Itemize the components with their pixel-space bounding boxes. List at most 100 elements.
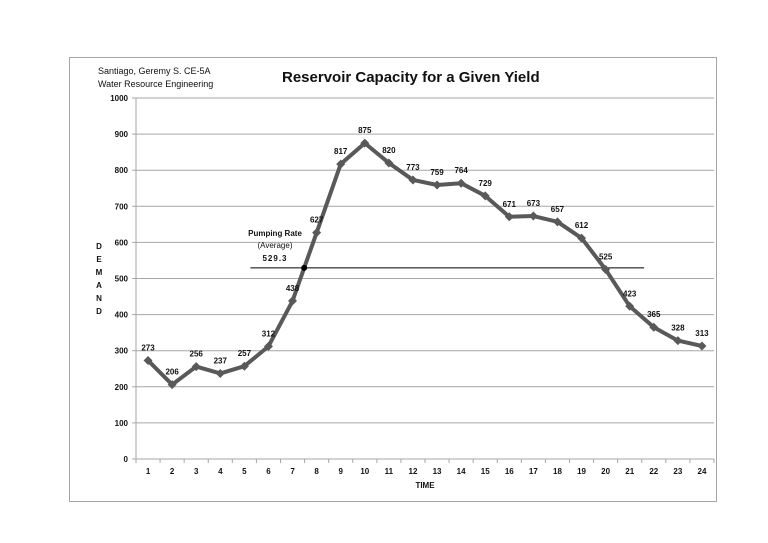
x-tick-label: 3 (194, 467, 199, 476)
data-label: 206 (165, 368, 179, 377)
x-tick-label: 2 (170, 467, 175, 476)
data-label: 627 (310, 216, 324, 225)
data-point-marker (504, 212, 514, 222)
y-axis-label-letter: N (96, 294, 102, 303)
data-label: 438 (286, 284, 300, 293)
y-tick-label: 500 (115, 275, 129, 284)
data-point-marker (215, 368, 225, 378)
x-tick-label: 8 (314, 467, 319, 476)
y-tick-label: 0 (124, 455, 129, 464)
data-point-marker (263, 341, 273, 351)
data-label: 657 (551, 205, 565, 214)
data-label: 773 (406, 163, 420, 172)
data-point-marker (360, 138, 370, 148)
y-tick-label: 700 (115, 202, 129, 211)
x-tick-label: 21 (625, 467, 634, 476)
data-label: 257 (238, 349, 252, 358)
data-point-marker (336, 159, 346, 169)
data-label: 729 (479, 179, 493, 188)
pumping-rate-value: 529.3 (262, 254, 287, 263)
x-tick-label: 13 (433, 467, 442, 476)
x-tick-label: 22 (649, 467, 658, 476)
data-point-marker (239, 361, 249, 371)
x-tick-label: 12 (409, 467, 418, 476)
chart-title: Reservoir Capacity for a Given Yield (282, 69, 540, 86)
x-tick-label: 18 (553, 467, 562, 476)
data-label: 759 (430, 168, 444, 177)
y-axis-label-letter: M (96, 268, 103, 277)
y-tick-label: 100 (115, 419, 129, 428)
data-point-marker (552, 217, 562, 227)
y-tick-label: 800 (115, 166, 129, 175)
data-point-marker (528, 211, 538, 221)
demand-line (146, 141, 703, 387)
data-label: 764 (454, 166, 468, 175)
data-label: 328 (671, 324, 685, 333)
data-point-marker (167, 380, 177, 390)
x-tick-label: 16 (505, 467, 514, 476)
data-point-marker (191, 362, 201, 372)
data-label: 820 (382, 146, 396, 155)
y-axis-label-letter: D (96, 307, 102, 316)
y-axis-label-letter: D (96, 242, 102, 251)
data-point-marker (601, 264, 611, 274)
x-tick-label: 7 (290, 467, 295, 476)
data-point-marker (312, 228, 322, 238)
data-label: 875 (358, 126, 372, 135)
data-point-marker (697, 341, 707, 351)
x-tick-label: 6 (266, 467, 271, 476)
x-tick-label: 1 (146, 467, 151, 476)
y-axis-label-letter: E (96, 255, 102, 264)
x-tick-label: 5 (242, 467, 247, 476)
x-tick-label: 15 (481, 467, 490, 476)
data-label: 237 (214, 356, 228, 365)
chart-frame (69, 57, 717, 502)
x-axis-label: TIME (415, 481, 435, 490)
data-label: 365 (647, 310, 661, 319)
author-name: Santiago, Geremy S. CE-5A (98, 66, 211, 76)
y-tick-label: 400 (115, 311, 129, 320)
data-label: 273 (141, 343, 155, 352)
x-tick-label: 17 (529, 467, 538, 476)
x-tick-label: 14 (457, 467, 466, 476)
data-label: 423 (623, 289, 637, 298)
data-label: 673 (527, 199, 541, 208)
y-tick-label: 200 (115, 383, 129, 392)
data-point-marker (480, 191, 490, 201)
intersection-point (301, 264, 308, 271)
data-label: 312 (262, 329, 276, 338)
data-point-marker (456, 178, 466, 188)
y-tick-label: 900 (115, 130, 129, 139)
data-label: 256 (190, 350, 204, 359)
data-label: 671 (503, 200, 517, 209)
data-label: 612 (575, 221, 589, 230)
x-tick-label: 9 (338, 467, 343, 476)
x-tick-label: 19 (577, 467, 586, 476)
pumping-rate-sublabel: (Average) (258, 241, 293, 250)
data-label: 313 (695, 329, 709, 338)
x-tick-label: 4 (218, 467, 223, 476)
data-point-marker (384, 158, 394, 168)
data-label: 817 (334, 147, 348, 156)
data-point-marker (649, 322, 659, 332)
y-axis-label-letter: A (96, 281, 102, 290)
pumping-rate-label: Pumping Rate (248, 229, 302, 238)
data-point-marker (577, 233, 587, 243)
data-point-marker (625, 301, 635, 311)
x-tick-label: 11 (385, 467, 394, 476)
y-tick-label: 600 (115, 238, 129, 247)
data-point-marker (143, 355, 153, 365)
y-tick-label: 300 (115, 347, 129, 356)
data-point-marker (408, 175, 418, 185)
data-point-marker (673, 336, 683, 346)
x-tick-label: 24 (698, 467, 707, 476)
y-tick-label: 1000 (110, 94, 128, 103)
data-point-marker (288, 296, 298, 306)
x-tick-label: 23 (673, 467, 682, 476)
x-tick-label: 20 (601, 467, 610, 476)
data-label: 525 (599, 252, 613, 261)
author-course: Water Resource Engineering (98, 79, 214, 89)
data-point-marker (432, 180, 442, 190)
x-tick-label: 10 (360, 467, 369, 476)
